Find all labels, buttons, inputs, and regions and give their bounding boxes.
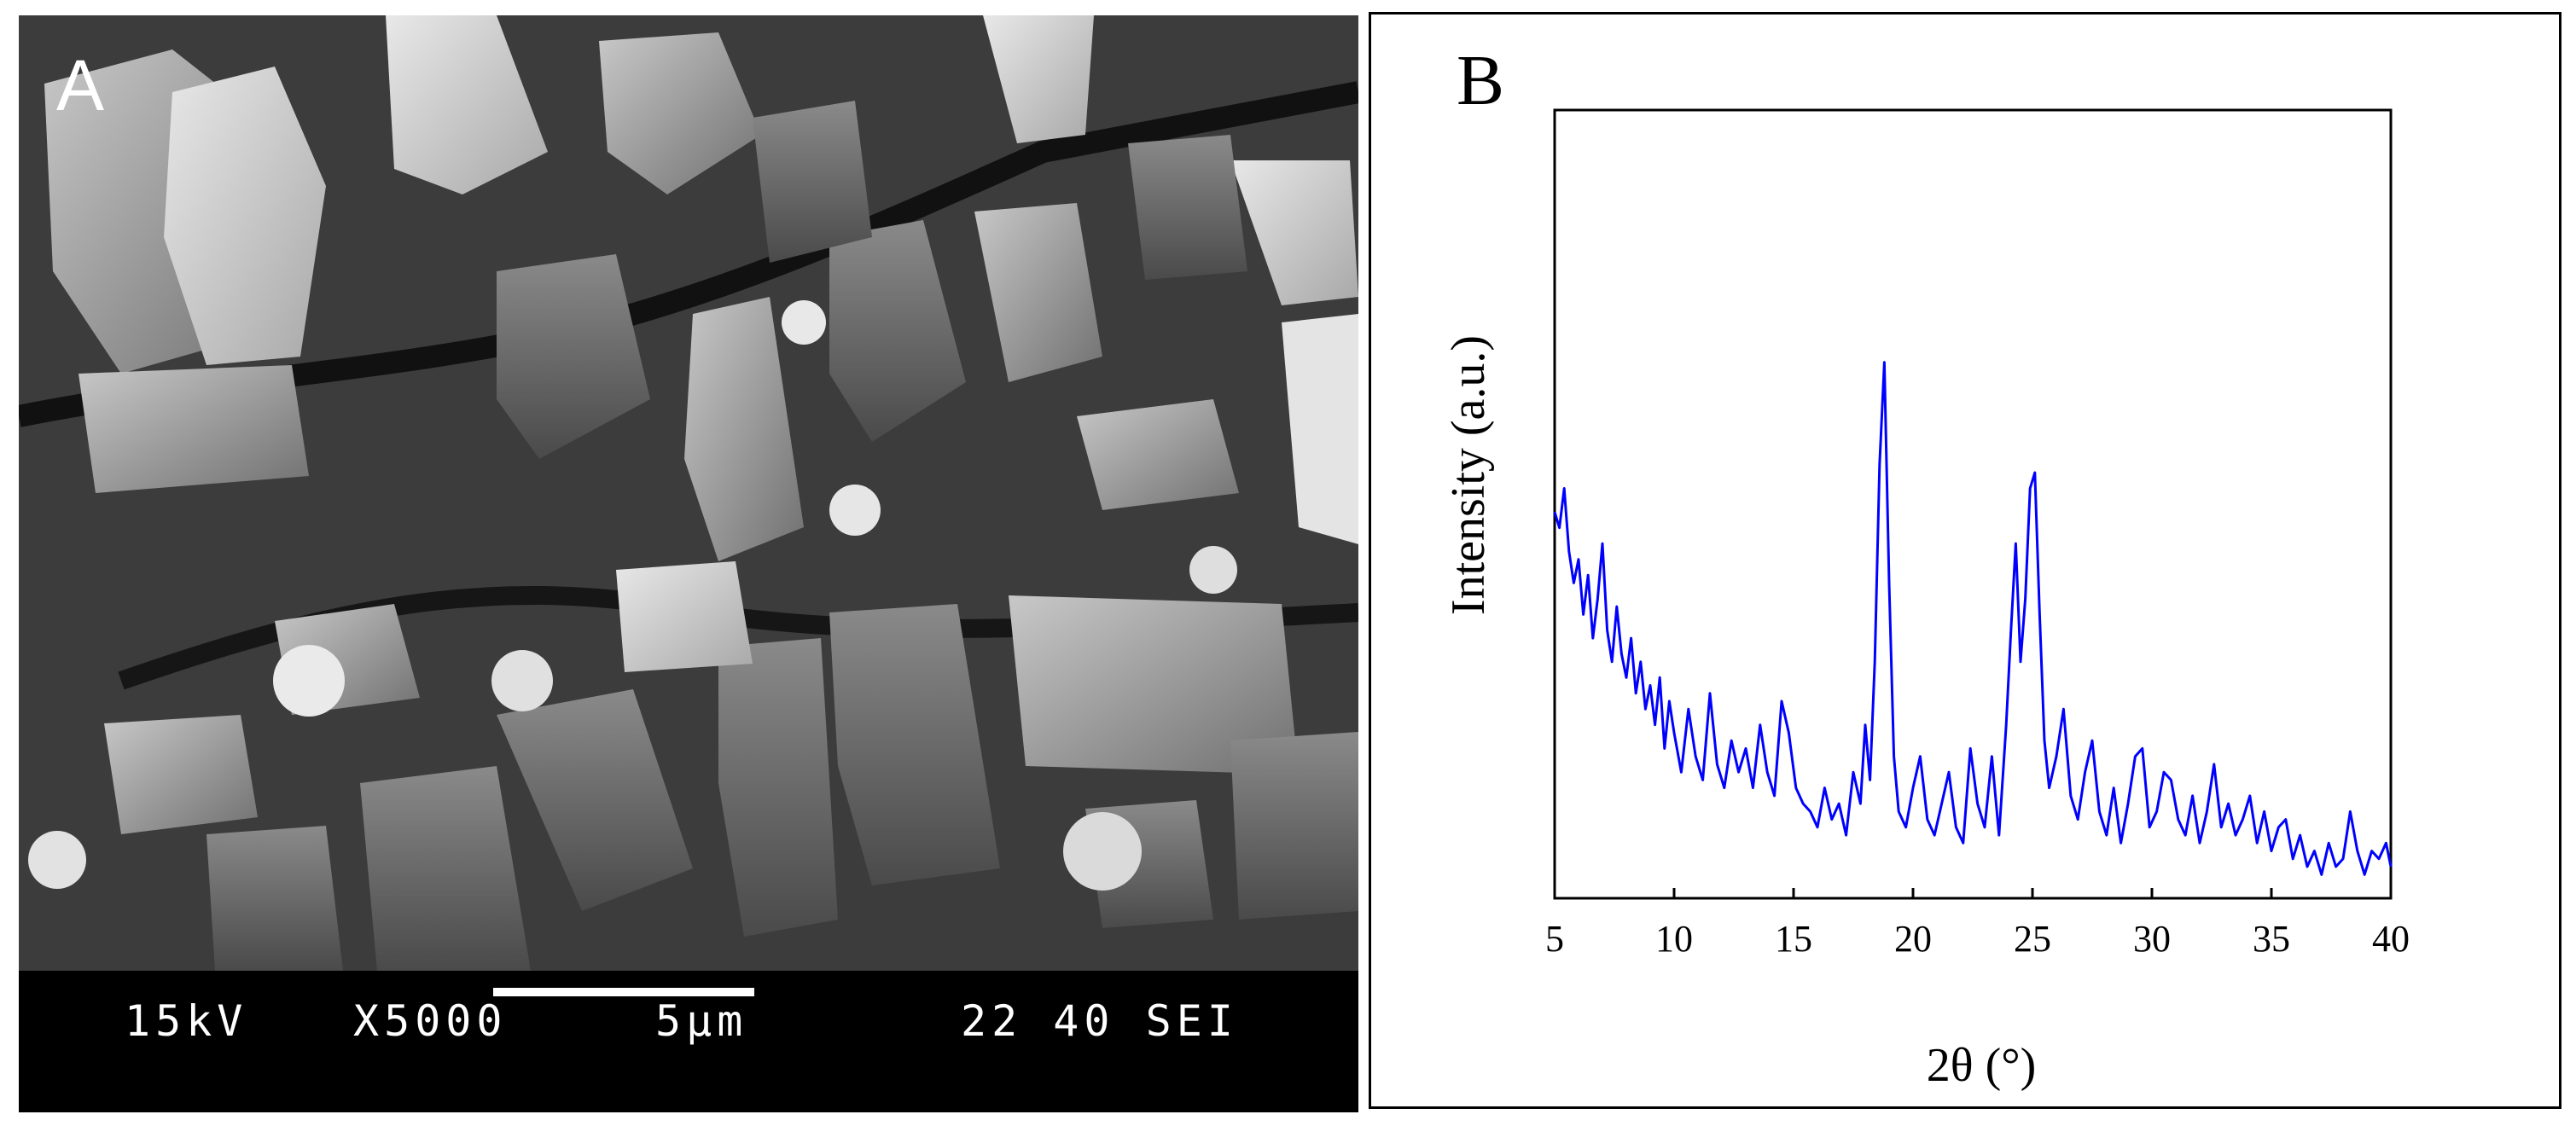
x-tick-label: 15 (1775, 918, 1812, 960)
x-tick-label: 30 (2133, 918, 2171, 960)
x-tick-label: 25 (2014, 918, 2051, 960)
sem-info-bar: 15kV X5000 5µm 22 40 SEI (19, 971, 1358, 1112)
sem-info: 22 40 SEI (961, 996, 1238, 1046)
x-tick-label: 10 (1655, 918, 1693, 960)
panel-b-label: B (1457, 41, 1505, 120)
panel-a-label: A (56, 45, 105, 125)
x-tick-label: 35 (2253, 918, 2290, 960)
sem-scale-label: 5µm (655, 996, 748, 1046)
xrd-chart: 5 10 15 20 25 30 35 40 (1545, 108, 2410, 960)
scale-bar (493, 988, 754, 996)
y-axis-label: Intensity (a.u.) (1442, 334, 1495, 616)
xrd-series-line (1553, 361, 2393, 876)
sem-magnification: X5000 (353, 996, 508, 1046)
xrd-chart-panel: 5 10 15 20 25 30 35 40 B Intensity (a.u.) 2θ (°… (1369, 12, 2561, 1109)
x-tick-label: 5 (1545, 918, 1564, 960)
plot-frame (1553, 108, 2393, 900)
sem-micrograph: A (19, 15, 1358, 971)
sem-voltage: 15kV (125, 996, 248, 1046)
x-axis-label: 2θ (°) (1926, 1039, 2037, 1092)
sem-image (19, 15, 1358, 971)
x-tick-label: 40 (2372, 918, 2410, 960)
x-tick-label: 20 (1894, 918, 1932, 960)
